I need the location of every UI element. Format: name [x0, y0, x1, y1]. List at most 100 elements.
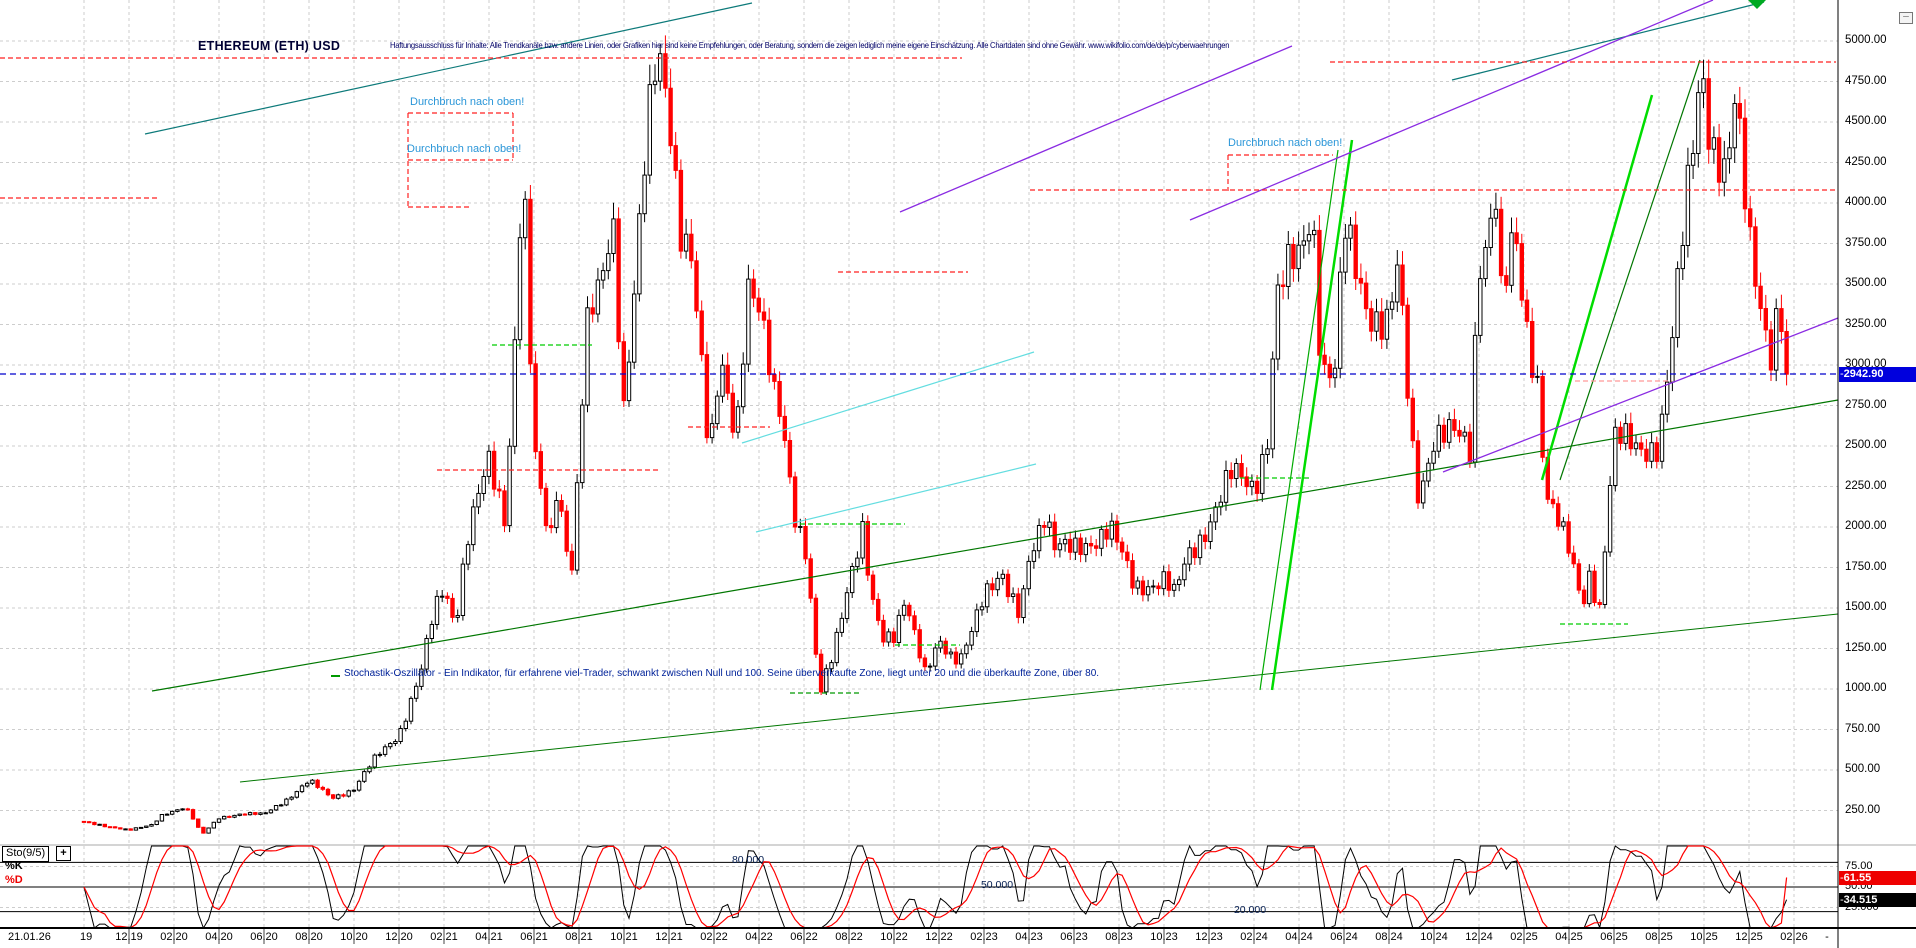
- candle-body: [1400, 264, 1405, 306]
- price-axis-label: 2250.00: [1845, 479, 1887, 492]
- candle-body: [1753, 226, 1758, 287]
- x-axis-label: 10.23: [1150, 931, 1178, 943]
- candle-body: [901, 604, 907, 616]
- candle-body: [844, 592, 850, 620]
- candle-body: [201, 826, 206, 834]
- trend-line: [1451, 1, 1765, 81]
- candle-body: [761, 311, 767, 321]
- candle-body: [813, 597, 819, 655]
- candle-body: [1171, 583, 1177, 591]
- candle-body: [741, 363, 746, 408]
- candle-body: [1083, 543, 1088, 556]
- candle-body: [1571, 552, 1576, 565]
- candle-body: [1296, 244, 1301, 270]
- candle-body: [424, 638, 429, 670]
- x-axis-label: 04.23: [1015, 931, 1043, 943]
- candle-body: [803, 526, 808, 560]
- trend-line: [151, 399, 1839, 692]
- candle-body: [1447, 419, 1452, 443]
- x-axis-label: 08.24: [1375, 931, 1403, 943]
- price-axis-label: 3500.00: [1845, 277, 1887, 289]
- x-axis-label: 02.23: [970, 931, 998, 943]
- window-restore-icon[interactable]: ─: [1899, 12, 1913, 24]
- add-indicator-button[interactable]: +: [56, 846, 71, 861]
- candle-body: [689, 233, 694, 262]
- candle-body: [263, 812, 268, 815]
- candle-body: [1301, 240, 1306, 246]
- x-axis-label: 06.24: [1330, 931, 1358, 943]
- price-axis-label: 2750.00: [1845, 398, 1887, 411]
- x-axis-label: 04.24: [1285, 931, 1313, 943]
- candle-body: [818, 653, 824, 693]
- candle-body: [1223, 470, 1229, 503]
- candle-body: [777, 381, 782, 417]
- candle-body: [388, 743, 393, 748]
- candle-body: [953, 651, 959, 665]
- candle-body: [642, 174, 647, 215]
- candle-body: [440, 595, 445, 598]
- x-axis-label: 08.25: [1645, 931, 1673, 943]
- candle-body: [1758, 285, 1763, 310]
- candle-body: [585, 307, 590, 406]
- candle-body: [305, 782, 310, 787]
- candle-body: [1561, 521, 1566, 527]
- candle-body: [663, 53, 668, 89]
- candle-body: [1556, 503, 1561, 527]
- x-axis-label: 06.25: [1600, 931, 1628, 943]
- candle-body: [543, 487, 549, 527]
- candle-body: [1338, 271, 1343, 369]
- price-axis-label: 5000.00: [1845, 34, 1887, 46]
- x-axis-label: 08.20: [295, 931, 323, 943]
- candle-body: [1073, 537, 1078, 553]
- candle-body: [1088, 543, 1094, 547]
- candle-body: [331, 794, 336, 799]
- candle-body: [1379, 311, 1384, 340]
- candle-body: [746, 278, 751, 365]
- candle-body: [1270, 358, 1275, 450]
- oscillator-level-label: 20.000: [1233, 904, 1267, 916]
- candle-body: [455, 615, 460, 618]
- trend-line: [1189, 0, 1714, 221]
- stochastic-k-badge: -34.515: [1839, 893, 1916, 907]
- candle-body: [310, 779, 315, 784]
- candle-body: [1763, 308, 1768, 331]
- candle-body: [730, 392, 735, 433]
- candle-body: [253, 812, 258, 815]
- candle-body: [1312, 229, 1317, 236]
- candle-body: [709, 423, 715, 439]
- candle-body: [829, 662, 834, 670]
- candle-body: [1493, 208, 1499, 219]
- k-badge-value: 34.515: [1843, 894, 1878, 906]
- candle-body: [1322, 354, 1327, 365]
- candle-body: [715, 395, 720, 425]
- candle-body: [164, 813, 170, 816]
- candle-body: [222, 815, 227, 820]
- candle-body: [1208, 521, 1213, 543]
- x-axis-label: 02.24: [1240, 931, 1268, 943]
- candle-body: [1260, 454, 1265, 494]
- candle-body: [1192, 547, 1197, 559]
- candle-body: [393, 741, 398, 744]
- candle-body: [465, 544, 471, 565]
- candle-body: [1779, 308, 1784, 333]
- candle-body: [445, 595, 450, 599]
- x-axis-label: 02.26: [1780, 931, 1808, 943]
- candle-body: [1249, 480, 1255, 488]
- candle-body: [767, 319, 772, 376]
- x-axis-label: 06.20: [250, 931, 278, 943]
- candle-body: [850, 566, 855, 594]
- candle-body: [1021, 588, 1026, 618]
- candle-body: [1140, 580, 1146, 596]
- candle-body: [1135, 580, 1140, 589]
- candle-body: [227, 815, 232, 818]
- candle-body: [606, 253, 611, 272]
- candle-body: [419, 668, 424, 687]
- trend-line: [1270, 139, 1354, 691]
- indicator-settings-button[interactable]: Sto(9/5): [2, 846, 50, 862]
- candle-body: [699, 310, 704, 356]
- candle-body: [92, 821, 97, 826]
- candle-body: [1229, 470, 1234, 480]
- candle-body: [1327, 363, 1332, 379]
- candle-body: [1716, 137, 1722, 183]
